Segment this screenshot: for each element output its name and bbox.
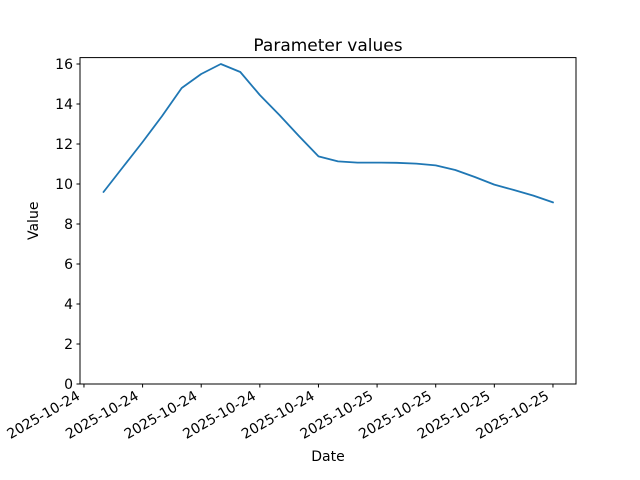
y-tick-label: 6 xyxy=(64,257,73,273)
y-tick-label: 2 xyxy=(64,337,73,353)
x-axis-label: Date xyxy=(311,449,344,465)
y-tick-label: 4 xyxy=(64,297,73,313)
plot-area xyxy=(80,57,576,384)
y-axis-label: Value xyxy=(26,202,42,240)
y-tick-label: 10 xyxy=(55,177,73,193)
series-line-parameter xyxy=(102,63,554,204)
y-tick-label: 0 xyxy=(64,377,73,393)
y-tick-label: 12 xyxy=(55,137,73,153)
chart-title: Parameter values xyxy=(253,36,402,56)
y-tick-label: 8 xyxy=(64,217,73,233)
x-axis-ticks: 2025-10-242025-10-242025-10-242025-10-24… xyxy=(4,384,554,443)
y-axis-ticks: 0 2 4 6 8 10 12 14 16 xyxy=(55,57,80,393)
y-tick-label: 14 xyxy=(55,97,73,113)
axes-spines xyxy=(79,57,577,385)
data-series xyxy=(102,63,554,204)
y-tick-label: 16 xyxy=(55,57,73,73)
